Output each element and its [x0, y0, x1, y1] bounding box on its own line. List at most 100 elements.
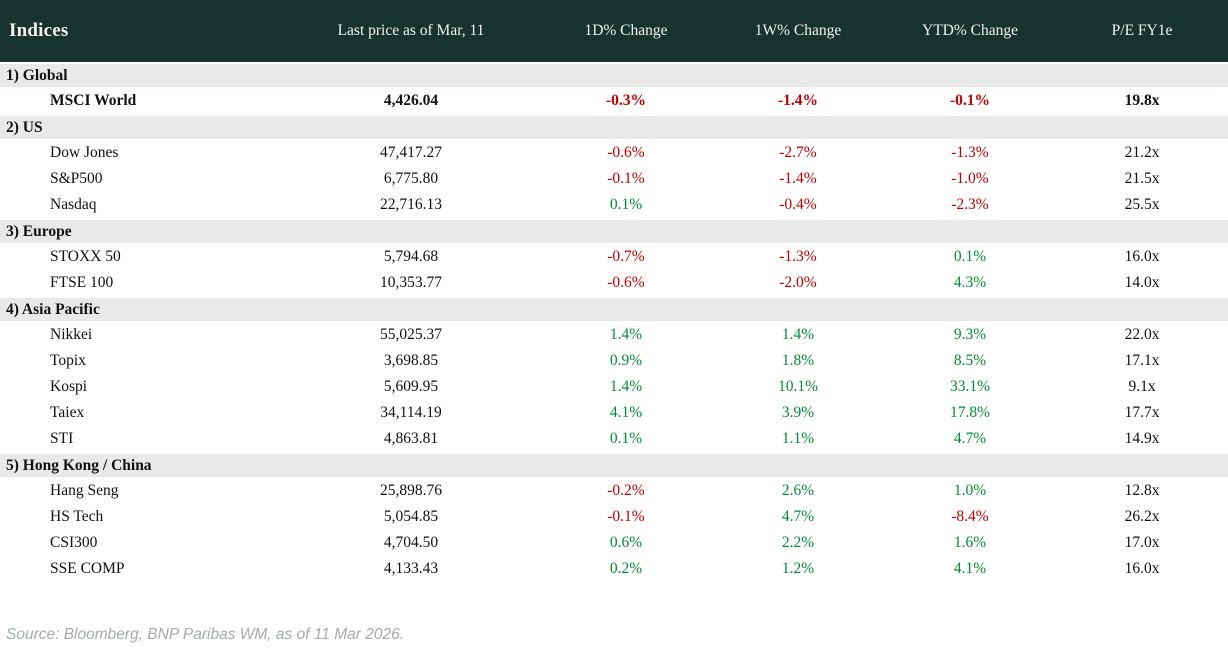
section-header: 3) Europe [0, 218, 1228, 244]
cell-ytd-change: -2.3% [951, 196, 989, 213]
cell-pe: 17.0x [1124, 534, 1160, 551]
index-row: STOXX 50 5,794.68 -0.7% -1.3% 0.1% 16.0x [0, 244, 1228, 270]
cell-1w-change: 1.8% [781, 352, 815, 369]
cell-1d-change: -0.3% [605, 92, 647, 109]
cell-last-price: 22,716.13 [380, 196, 442, 213]
table-header-row: Indices Last price as of Mar, 11 1D% Cha… [0, 0, 1228, 62]
cell-ytd-change: 33.1% [949, 378, 991, 395]
index-row: Taiex 34,114.19 4.1% 3.9% 17.8% 17.7x [0, 400, 1228, 426]
column-header-ytd-change: YTD% Change [922, 22, 1018, 39]
cell-1d-change: 4.1% [609, 404, 643, 421]
column-header-last-price: Last price as of Mar, 11 [337, 22, 485, 39]
index-row: CSI300 4,704.50 0.6% 2.2% 1.6% 17.0x [0, 530, 1228, 556]
cell-1d-change: -0.2% [607, 482, 645, 499]
cell-ytd-change: -8.4% [951, 508, 989, 525]
cell-pe: 17.7x [1124, 404, 1160, 421]
cell-index-name: CSI300 [50, 534, 98, 551]
cell-1w-change: -1.4% [777, 92, 819, 109]
cell-last-price: 4,133.43 [383, 560, 439, 577]
index-row: STI 4,863.81 0.1% 1.1% 4.7% 14.9x [0, 426, 1228, 452]
table-title: Indices [9, 20, 69, 41]
cell-index-name: Taiex [50, 404, 85, 421]
cell-last-price: 3,698.85 [383, 352, 439, 369]
cell-last-price: 5,609.95 [383, 378, 439, 395]
cell-1d-change: -0.1% [607, 170, 645, 187]
cell-index-name: MSCI World [50, 92, 137, 109]
index-row: S&P500 6,775.80 -0.1% -1.4% -1.0% 21.5x [0, 166, 1228, 192]
cell-last-price: 5,054.85 [383, 508, 439, 525]
cell-1d-change: -0.6% [607, 144, 645, 161]
cell-1w-change: 2.2% [781, 534, 815, 551]
cell-last-price: 4,704.50 [383, 534, 439, 551]
cell-index-name: STI [50, 430, 74, 447]
cell-last-price: 47,417.27 [380, 144, 442, 161]
cell-ytd-change: -1.0% [951, 170, 989, 187]
cell-ytd-change: 1.6% [953, 534, 987, 551]
cell-1w-change: 4.7% [781, 508, 815, 525]
index-row: Kospi 5,609.95 1.4% 10.1% 33.1% 9.1x [0, 374, 1228, 400]
cell-index-name: Nikkei [50, 326, 93, 343]
cell-1w-change: 1.1% [781, 430, 815, 447]
source-note: Source: Bloomberg, BNP Paribas WM, as of… [6, 626, 405, 643]
cell-index-name: Topix [50, 352, 86, 369]
section-header: 1) Global [0, 62, 1228, 88]
cell-index-name: STOXX 50 [50, 248, 121, 265]
cell-index-name: Kospi [50, 378, 88, 395]
indices-table: Indices Last price as of Mar, 11 1D% Cha… [0, 0, 1228, 582]
cell-last-price: 25,898.76 [380, 482, 442, 499]
cell-pe: 16.0x [1124, 560, 1160, 577]
cell-pe: 14.9x [1124, 430, 1160, 447]
index-row: HS Tech 5,054.85 -0.1% 4.7% -8.4% 26.2x [0, 504, 1228, 530]
column-header-1w-change: 1W% Change [754, 22, 842, 39]
cell-index-name: SSE COMP [50, 560, 125, 577]
cell-index-name: FTSE 100 [50, 274, 114, 291]
index-row: Nikkei 55,025.37 1.4% 1.4% 9.3% 22.0x [0, 322, 1228, 348]
column-header-1d-change: 1D% Change [584, 22, 668, 39]
cell-pe: 17.1x [1124, 352, 1160, 369]
cell-ytd-change: 4.1% [953, 560, 987, 577]
cell-pe: 9.1x [1128, 378, 1156, 395]
cell-1w-change: -2.7% [779, 144, 817, 161]
cell-last-price: 5,794.68 [383, 248, 439, 265]
cell-1d-change: 0.1% [609, 430, 643, 447]
cell-1w-change: -0.4% [779, 196, 817, 213]
index-row: FTSE 100 10,353.77 -0.6% -2.0% 4.3% 14.0x [0, 270, 1228, 296]
cell-last-price: 4,863.81 [383, 430, 439, 447]
cell-last-price: 55,025.37 [380, 326, 442, 343]
cell-1d-change: 1.4% [609, 326, 643, 343]
cell-1w-change: 1.2% [781, 560, 815, 577]
cell-pe: 16.0x [1124, 248, 1160, 265]
cell-ytd-change: 8.5% [953, 352, 987, 369]
section-header: 5) Hong Kong / China [0, 452, 1228, 478]
cell-1w-change: 2.6% [781, 482, 815, 499]
cell-last-price: 4,426.04 [383, 92, 439, 109]
index-row: Dow Jones 47,417.27 -0.6% -2.7% -1.3% 21.2x [0, 140, 1228, 166]
cell-ytd-change: 1.0% [953, 482, 987, 499]
cell-1w-change: -2.0% [779, 274, 817, 291]
cell-1d-change: -0.1% [607, 508, 645, 525]
cell-1d-change: 0.1% [609, 196, 643, 213]
index-row: MSCI World 4,426.04 -0.3% -1.4% -0.1% 19.8x [0, 88, 1228, 114]
cell-1d-change: -0.6% [607, 274, 645, 291]
cell-1w-change: 1.4% [781, 326, 815, 343]
cell-1d-change: 1.4% [609, 378, 643, 395]
cell-ytd-change: 4.3% [953, 274, 987, 291]
cell-pe: 25.5x [1124, 196, 1160, 213]
index-row: Topix 3,698.85 0.9% 1.8% 8.5% 17.1x [0, 348, 1228, 374]
cell-1d-change: 0.6% [609, 534, 643, 551]
index-row: Hang Seng 25,898.76 -0.2% 2.6% 1.0% 12.8x [0, 478, 1228, 504]
index-row: Nasdaq 22,716.13 0.1% -0.4% -2.3% 25.5x [0, 192, 1228, 218]
cell-index-name: HS Tech [50, 508, 104, 525]
cell-pe: 22.0x [1124, 326, 1160, 343]
cell-index-name: S&P500 [50, 170, 103, 187]
cell-ytd-change: 0.1% [953, 248, 987, 265]
indices-table-body: 1) Global MSCI World 4,426.04 -0.3% -1.4% -0.… [0, 62, 1228, 582]
cell-ytd-change: -1.3% [951, 144, 989, 161]
cell-pe: 21.5x [1124, 170, 1160, 187]
cell-index-name: Dow Jones [50, 144, 119, 161]
cell-1w-change: 10.1% [777, 378, 819, 395]
cell-1w-change: 3.9% [781, 404, 815, 421]
cell-ytd-change: 4.7% [953, 430, 987, 447]
section-header: 2) US [0, 114, 1228, 140]
cell-last-price: 34,114.19 [380, 404, 442, 421]
